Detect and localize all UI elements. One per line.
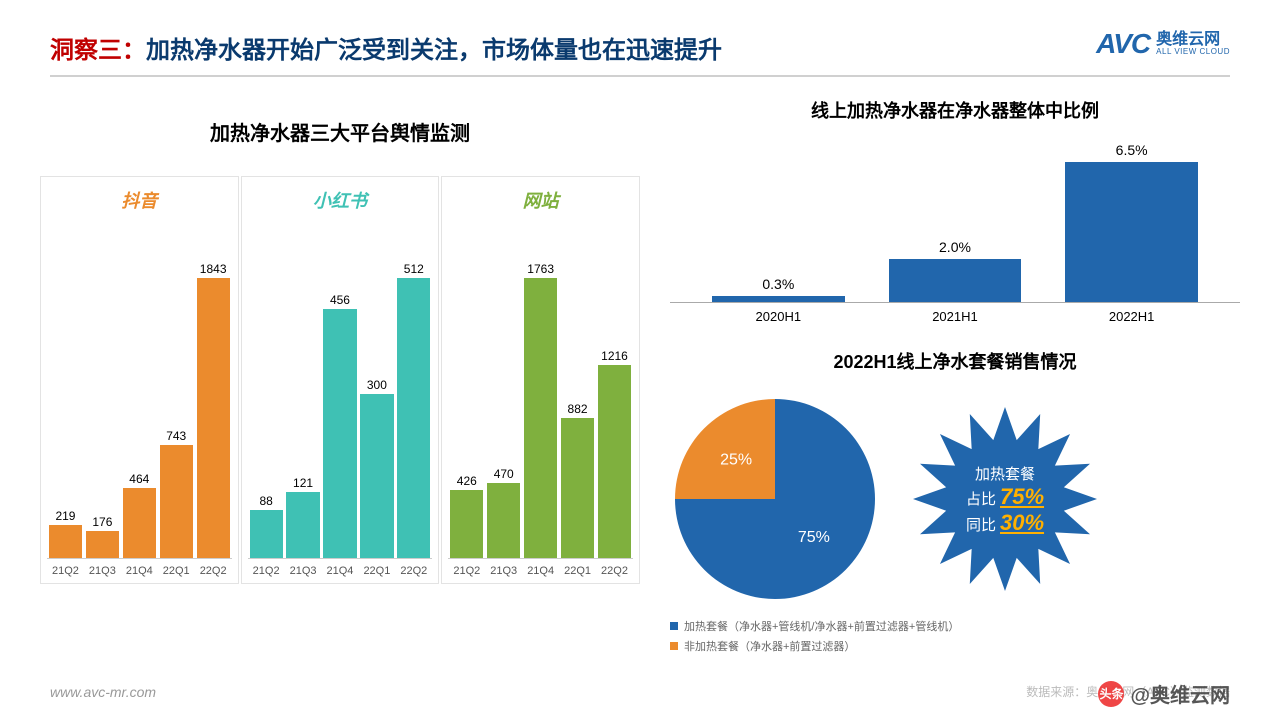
x-label: 21Q4 xyxy=(323,565,356,577)
logo-cn: 奥维云网 xyxy=(1156,32,1230,48)
bar xyxy=(598,365,631,558)
bar xyxy=(197,278,230,558)
title-main: 加热净水器开始广泛受到关注，市场体量也在迅速提升 xyxy=(146,30,722,65)
logo-avc: AVC xyxy=(1096,28,1150,60)
bar xyxy=(323,309,356,558)
x-label: 22Q1 xyxy=(160,565,193,577)
left-section-title: 加热净水器三大平台舆情监测 xyxy=(40,117,640,146)
x-label: 22Q2 xyxy=(598,565,631,577)
bar xyxy=(286,492,319,558)
share-bar xyxy=(889,259,1022,302)
legend-text: 非加热套餐（净水器+前置过滤器） xyxy=(684,638,855,654)
legend-swatch xyxy=(670,642,678,650)
share-x-label: 2021H1 xyxy=(889,309,1022,324)
x-label: 21Q4 xyxy=(123,565,156,577)
x-label: 21Q2 xyxy=(250,565,283,577)
bar xyxy=(450,490,483,558)
platform-panel: 小红书 88 121 456 300 512 21Q221Q3 21Q4 22Q1 22Q2 xyxy=(241,176,440,584)
x-label: 21Q2 xyxy=(450,565,483,577)
x-label: 21Q4 xyxy=(524,565,557,577)
watermark-icon: 头条 xyxy=(1098,681,1124,707)
bar xyxy=(524,278,557,558)
pie-slice-label: 25% xyxy=(720,451,752,468)
watermark: 头条 @奥维云网 xyxy=(1098,679,1230,708)
bar-value-label: 464 xyxy=(129,472,149,486)
title-tag: 洞察三： xyxy=(50,30,146,65)
bar xyxy=(561,418,594,558)
pie-slice-label: 75% xyxy=(798,529,830,546)
callout-burst: 加热套餐 占比75% 同比30% xyxy=(910,404,1100,594)
bar xyxy=(123,488,156,558)
x-label: 21Q2 xyxy=(49,565,82,577)
burst-line2-prefix: 占比 xyxy=(966,491,996,508)
share-x-label: 2020H1 xyxy=(712,309,845,324)
x-label: 21Q3 xyxy=(86,565,119,577)
share-bar-xaxis: 2020H1 2021H1 2022H1 xyxy=(670,303,1240,324)
burst-line1: 加热套餐 xyxy=(975,463,1035,484)
right-bottom-title: 2022H1线上净水套餐销售情况 xyxy=(670,348,1240,374)
bar xyxy=(250,510,283,558)
bar-value-label: 176 xyxy=(92,515,112,529)
legend-item: 加热套餐（净水器+管线机/净水器+前置过滤器+管线机） xyxy=(670,618,1240,634)
burst-line3-hl: 30% xyxy=(1000,510,1044,535)
share-bar xyxy=(1065,162,1198,302)
bar-value-label: 1843 xyxy=(200,262,227,276)
bar-value-label: 219 xyxy=(55,509,75,523)
legend-text: 加热套餐（净水器+管线机/净水器+前置过滤器+管线机） xyxy=(684,618,959,634)
share-bar-label: 0.3% xyxy=(762,276,794,292)
share-bar-label: 2.0% xyxy=(939,239,971,255)
bar-value-label: 512 xyxy=(404,262,424,276)
panel-title: 抖音 xyxy=(47,187,232,213)
legend-item: 非加热套餐（净水器+前置过滤器） xyxy=(670,638,1240,654)
platform-panels: 抖音219176464743184321Q221Q321Q422Q122Q2小红… xyxy=(40,176,640,584)
x-label: 21Q3 xyxy=(286,565,319,577)
pie-slice xyxy=(675,399,775,499)
bar-value-label: 426 xyxy=(457,474,477,488)
bar-value-label: 300 xyxy=(367,378,387,392)
slide-header: 洞察三： 加热净水器开始广泛受到关注，市场体量也在迅速提升 xyxy=(0,0,1280,75)
bar-value-label: 1216 xyxy=(601,349,628,363)
x-label: 22Q1 xyxy=(360,565,393,577)
pie-legend: 加热套餐（净水器+管线机/净水器+前置过滤器+管线机） 非加热套餐（净水器+前置过… xyxy=(670,618,1240,654)
bar-value-label: 743 xyxy=(166,429,186,443)
x-label: 21Q3 xyxy=(487,565,520,577)
watermark-text: @奥维云网 xyxy=(1130,679,1230,708)
x-label: 22Q2 xyxy=(197,565,230,577)
legend-swatch xyxy=(670,622,678,630)
platform-panel: 抖音 219 176 464 743 1843 21Q2 21Q3 21Q4 22Q1 22Q2 xyxy=(40,176,239,584)
panel-title: 小红书 xyxy=(248,187,433,213)
bar xyxy=(86,531,119,558)
bar-value-label: 1763 xyxy=(527,262,554,276)
x-label: 22Q1 xyxy=(561,565,594,577)
panel-title: 网站 xyxy=(448,187,633,213)
bar xyxy=(397,278,430,558)
share-bar-chart: 0.3% 2.0% 6.5% xyxy=(670,133,1240,303)
logo-en: ALL VIEW CLOUD xyxy=(1156,48,1230,56)
platform-panel: 网站 426 470 1763 882 1216 21Q2 21Q3 21Q4 22Q1 22Q2 xyxy=(441,176,640,584)
sales-pie-chart: 75% 25% xyxy=(670,394,880,604)
brand-logo: AVC 奥维云网 ALL VIEW CLOUD xyxy=(1096,28,1230,60)
right-top-title: 线上加热净水器在净水器整体中比例 xyxy=(670,97,1240,123)
x-label: 22Q2 xyxy=(397,565,430,577)
share-bar-label: 6.5% xyxy=(1116,142,1148,158)
burst-line2-hl: 75% xyxy=(1000,484,1044,509)
bar-value-label: 470 xyxy=(494,467,514,481)
bar-value-label: 121 xyxy=(293,476,313,490)
bar xyxy=(160,445,193,558)
burst-line3-prefix: 同比 xyxy=(966,517,996,534)
bar-value-label: 88 xyxy=(259,494,272,508)
share-bar xyxy=(712,296,845,302)
footer-url: www.avc-mr.com xyxy=(50,684,156,700)
bar-value-label: 456 xyxy=(330,293,350,307)
bar-value-label: 882 xyxy=(568,402,588,416)
bar xyxy=(49,525,82,558)
bar xyxy=(487,483,520,558)
share-x-label: 2022H1 xyxy=(1065,309,1198,324)
bar xyxy=(360,394,393,558)
